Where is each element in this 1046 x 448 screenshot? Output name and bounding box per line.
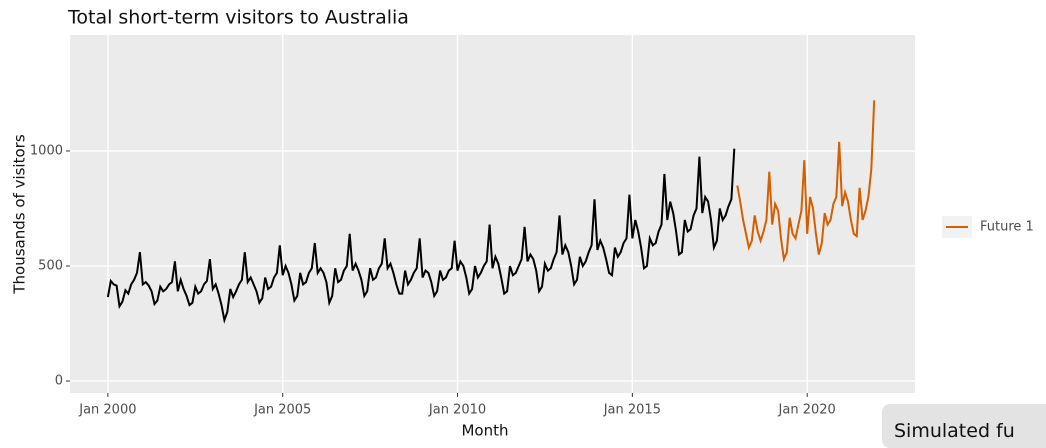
panel: [70, 35, 915, 393]
x-tick-label: Jan 2005: [253, 403, 311, 418]
chart: Total short-term visitors to Australia M…: [11, 7, 1034, 440]
x-tick-label: Jan 2010: [428, 403, 486, 418]
annotation: Simulated fu: [882, 404, 1046, 448]
page: Total short-term visitors to Australia M…: [11, 7, 1046, 448]
y-tick-label: 1000: [30, 143, 63, 158]
y-tick-label: 500: [38, 258, 63, 273]
x-tick-label: Jan 2015: [603, 403, 661, 418]
legend-label: Future 1: [980, 220, 1034, 235]
line: [106, 148, 736, 324]
y-tick-label: 0: [55, 374, 63, 389]
line: [736, 100, 876, 263]
chart-title: Total short-term visitors to Australia: [67, 7, 409, 29]
x-tick-label: Jan 2000: [78, 403, 136, 418]
x-axis-label: Month: [461, 422, 508, 440]
x-tick-label: Jan 2020: [778, 403, 836, 418]
y-axis-label: Thousands of visitors: [11, 134, 29, 294]
